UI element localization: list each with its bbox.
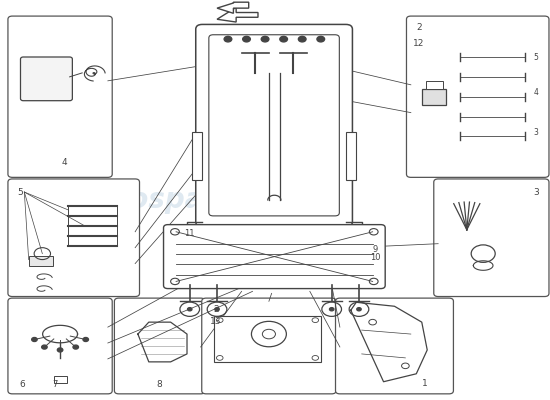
FancyBboxPatch shape	[209, 35, 339, 216]
FancyBboxPatch shape	[196, 24, 353, 227]
Circle shape	[357, 308, 361, 311]
FancyBboxPatch shape	[406, 16, 549, 177]
Text: 4: 4	[534, 88, 538, 97]
Circle shape	[261, 36, 269, 42]
Bar	[214, 316, 321, 362]
FancyBboxPatch shape	[163, 225, 385, 288]
Polygon shape	[217, 7, 258, 22]
Circle shape	[317, 36, 324, 42]
Circle shape	[280, 36, 288, 42]
Bar	[53, 376, 67, 383]
Circle shape	[188, 308, 192, 311]
Circle shape	[329, 308, 334, 311]
Text: 3: 3	[534, 188, 540, 196]
Text: 10: 10	[370, 253, 381, 262]
Text: 12: 12	[414, 38, 425, 48]
Bar	[192, 132, 202, 180]
FancyBboxPatch shape	[434, 179, 549, 296]
Circle shape	[57, 348, 63, 352]
Circle shape	[215, 308, 219, 311]
Text: 4: 4	[62, 158, 67, 167]
Bar	[29, 256, 53, 266]
Circle shape	[243, 36, 250, 42]
Bar	[426, 81, 443, 89]
Text: 8: 8	[157, 380, 163, 389]
Polygon shape	[217, 2, 249, 13]
FancyBboxPatch shape	[336, 298, 453, 394]
FancyBboxPatch shape	[8, 179, 140, 296]
Circle shape	[73, 345, 79, 349]
FancyBboxPatch shape	[20, 57, 73, 101]
Text: 1: 1	[422, 379, 427, 388]
Text: 13: 13	[210, 317, 222, 326]
Text: 11: 11	[184, 229, 195, 238]
Circle shape	[83, 338, 89, 342]
FancyBboxPatch shape	[202, 298, 336, 394]
Circle shape	[42, 345, 47, 349]
Text: 5: 5	[534, 52, 538, 62]
FancyBboxPatch shape	[8, 298, 112, 394]
Text: 6: 6	[19, 380, 25, 389]
Text: 9: 9	[373, 245, 378, 254]
Circle shape	[32, 338, 37, 342]
Circle shape	[224, 36, 232, 42]
Text: 2: 2	[213, 305, 219, 314]
Text: 5: 5	[18, 188, 23, 196]
FancyBboxPatch shape	[8, 16, 112, 177]
Text: 2: 2	[416, 23, 422, 32]
Bar	[422, 89, 447, 105]
Text: eurospares: eurospares	[78, 186, 253, 214]
Bar	[346, 132, 356, 180]
Text: 3: 3	[534, 128, 538, 137]
Circle shape	[299, 36, 306, 42]
Text: 7: 7	[52, 380, 57, 389]
FancyBboxPatch shape	[114, 298, 205, 394]
